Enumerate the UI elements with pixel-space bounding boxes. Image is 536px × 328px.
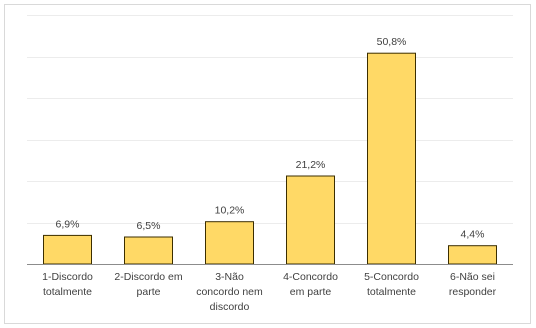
category-label-line: totalmente xyxy=(367,286,416,298)
data-label: 10,2% xyxy=(215,205,245,217)
category-label: 3-Não concordo nem discordo xyxy=(196,271,263,313)
category-label-line: em parte xyxy=(290,286,332,298)
category-label-line: concordo nem xyxy=(196,286,263,298)
category-label-line: 6-Não sei xyxy=(450,271,495,283)
data-label: 4,4% xyxy=(461,229,485,241)
category-label: 6-Não sei responder xyxy=(449,271,497,298)
gridlines xyxy=(27,15,513,224)
data-label: 21,2% xyxy=(296,159,326,171)
bar xyxy=(205,221,254,265)
category-label-line: parte xyxy=(137,286,161,298)
category-label-line: 5-Concordo xyxy=(364,271,419,283)
category-labels: 1-Discordo totalmente 2-Discordo em parte 3-… xyxy=(42,271,497,313)
bar xyxy=(43,234,92,265)
category-label: 5-Concordo totalmente xyxy=(364,271,419,298)
category-label-line: 3-Não xyxy=(215,271,244,283)
bar xyxy=(448,245,497,265)
category-label-line: discordo xyxy=(210,301,250,313)
bar-chart: 6,9% 6,5% 10,2% 21,2% 50,8% 4,4% 1-Discordo to… xyxy=(27,15,513,313)
bar xyxy=(124,236,173,265)
category-label-line: 4-Concordo xyxy=(283,271,338,283)
category-label-line: responder xyxy=(449,286,497,298)
data-label: 6,5% xyxy=(137,220,161,232)
bar xyxy=(367,52,416,265)
chart-frame: 6,9% 6,5% 10,2% 21,2% 50,8% 4,4% 1-Discordo to… xyxy=(4,4,531,324)
bar xyxy=(286,175,335,265)
category-label: 4-Concordo em parte xyxy=(283,271,338,298)
data-labels: 6,9% 6,5% 10,2% 21,2% 50,8% 4,4% xyxy=(56,36,485,241)
category-label: 2-Discordo em parte xyxy=(114,271,183,298)
data-label: 50,8% xyxy=(377,36,407,48)
bars xyxy=(43,52,497,265)
category-label: 1-Discordo totalmente xyxy=(42,271,93,298)
data-label: 6,9% xyxy=(56,218,80,230)
category-label-line: 1-Discordo xyxy=(42,271,93,283)
category-label-line: totalmente xyxy=(43,286,92,298)
category-label-line: 2-Discordo em xyxy=(114,271,183,283)
